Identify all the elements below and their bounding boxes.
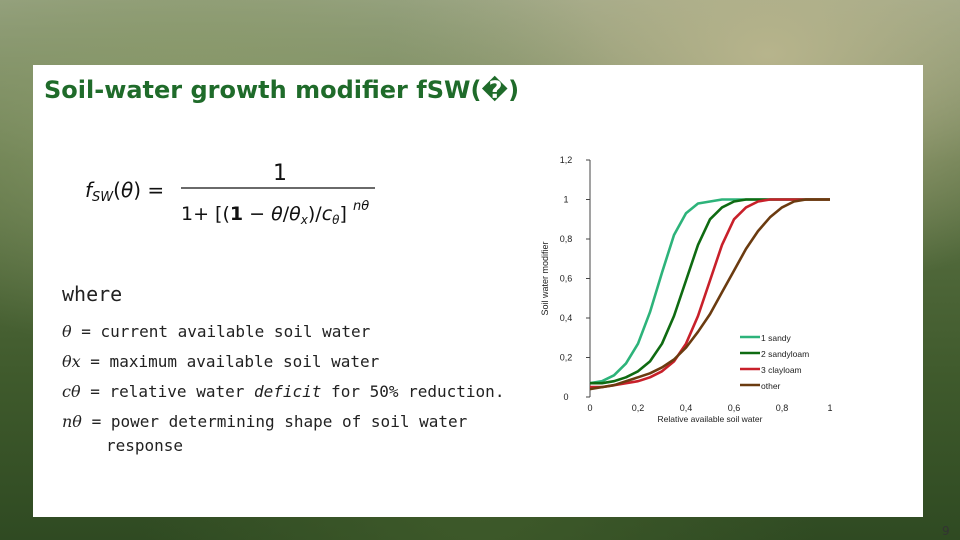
y-tick-label: 0,6 [560, 274, 573, 284]
legend-label: 3 clayloam [761, 365, 802, 375]
y-tick-label: 0,8 [560, 234, 573, 244]
symbol-n-theta: nθ [62, 412, 82, 431]
legend-label: 1 sandy [761, 333, 792, 343]
series-line-3 [590, 198, 830, 389]
definition-n-theta-cont: response [106, 436, 184, 455]
x-axis-label: Relative available soil water [658, 414, 763, 424]
y-tick-label: 1 [563, 195, 568, 205]
symbol-theta-x: θx [62, 352, 81, 371]
symbol-theta: θ [62, 322, 72, 341]
x-tick-label: 0,4 [680, 403, 693, 413]
legend-label: 2 sandyloam [761, 349, 809, 359]
definition-text: = maximum available soil water [80, 352, 380, 371]
x-tick-label: 1 [827, 403, 832, 413]
y-tick-label: 1,2 [560, 155, 573, 165]
definition-theta-x: θx = maximum available soil water [62, 352, 379, 371]
definition-theta: θ = current available soil water [62, 322, 370, 341]
y-tick-label: 0 [563, 392, 568, 402]
x-tick-label: 0,6 [728, 403, 741, 413]
definition-text-post: for 50% reduction. [321, 382, 505, 401]
x-tick-label: 0,2 [632, 403, 645, 413]
definition-c-theta: cθ = relative water deficit for 50% redu… [62, 382, 504, 401]
y-tick-label: 0,4 [560, 313, 573, 323]
definition-n-theta: nθ = power determining shape of soil wat… [62, 412, 467, 431]
slide-title: Soil-water growth modifier fSW(�) [44, 76, 520, 104]
symbol-c-theta: cθ [62, 382, 81, 401]
formula-denominator: 1+ [(1 − θ/θx)/cθ] [181, 203, 347, 227]
where-label: where [62, 282, 123, 306]
y-axis-label: Soil water modifier [540, 241, 550, 315]
formula-exponent: nθ [353, 199, 369, 214]
definition-text-pre: = relative water [80, 382, 254, 401]
soil-water-chart: 0 0,2 0,4 0,6 0,8 1 1,2 0 0,2 0,4 0,6 0,8 1 Relative … [540, 155, 833, 424]
definition-text: = power determining shape of soil water [81, 412, 468, 431]
x-tick-label: 0 [587, 403, 592, 413]
definition-text: = current available soil water [71, 322, 371, 341]
formula-lhs: fSW(θ) = [85, 178, 164, 205]
series-line-4 [589, 198, 830, 391]
formula-numerator: 1 [273, 161, 287, 186]
x-tick-label: 0,8 [776, 403, 789, 413]
y-tick-label: 0,2 [560, 353, 573, 363]
definition-emphasis: deficit [253, 382, 322, 401]
formula: fSW(θ) = 1 1+ [(1 − θ/θx)/cθ] nθ [85, 161, 375, 227]
content-panel [33, 65, 923, 517]
legend-label: other [761, 381, 781, 391]
page-number: 9 [942, 524, 950, 538]
